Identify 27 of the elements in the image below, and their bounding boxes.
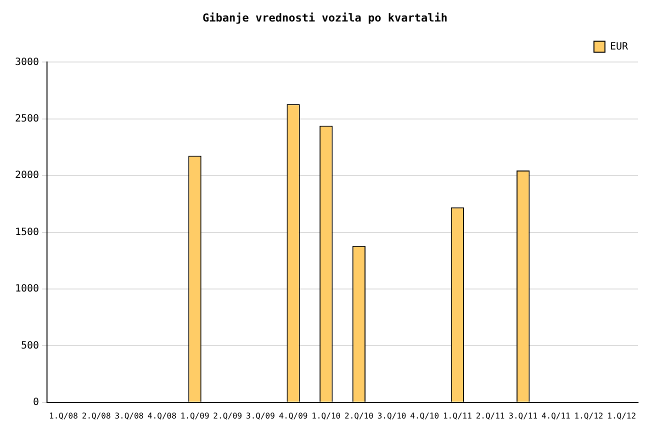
x-tick-label: 1.Q/08 xyxy=(49,411,78,420)
x-tick-label: 2.Q/08 xyxy=(82,411,111,420)
x-tick-label: 4.Q/08 xyxy=(148,411,177,420)
y-tick-label: 500 xyxy=(21,340,40,352)
chart-title: Gibanje vrednosti vozila po kvartalih xyxy=(202,11,448,24)
y-tick-label: 1500 xyxy=(14,226,40,238)
x-tick-label: 3.Q/10 xyxy=(377,411,406,420)
x-tick-label: 1.Q/11 xyxy=(442,411,472,420)
x-tick-label: 3.Q/09 xyxy=(246,411,276,420)
x-tick-label: 1.Q/09 xyxy=(180,411,210,420)
x-tick-label: 4.Q/09 xyxy=(278,411,308,420)
y-tick-label: 0 xyxy=(33,396,40,408)
y-tick-label: 3000 xyxy=(14,56,40,68)
y-tick-label: 2500 xyxy=(14,113,40,124)
y-tick-label: 1000 xyxy=(14,284,40,295)
x-tick-label: 4.Q/11 xyxy=(541,411,571,420)
x-tick-label: 1.Q/12 xyxy=(607,411,636,420)
legend-label: EUR xyxy=(610,41,629,52)
x-tick-label: 2.Q/11 xyxy=(476,411,505,420)
x-tick-label: 2.Q/10 xyxy=(344,411,374,420)
x-tick-label: 2.Q/09 xyxy=(213,411,242,420)
x-tick-label: 3.Q/08 xyxy=(114,411,144,420)
x-tick-label: 1.Q/10 xyxy=(312,411,341,420)
x-tick-label: 1.Q/12 xyxy=(574,411,604,420)
x-tick-label: 3.Q/11 xyxy=(508,411,538,420)
y-tick-label: 2000 xyxy=(14,170,40,182)
x-tick-label: 4.Q/10 xyxy=(410,411,440,420)
